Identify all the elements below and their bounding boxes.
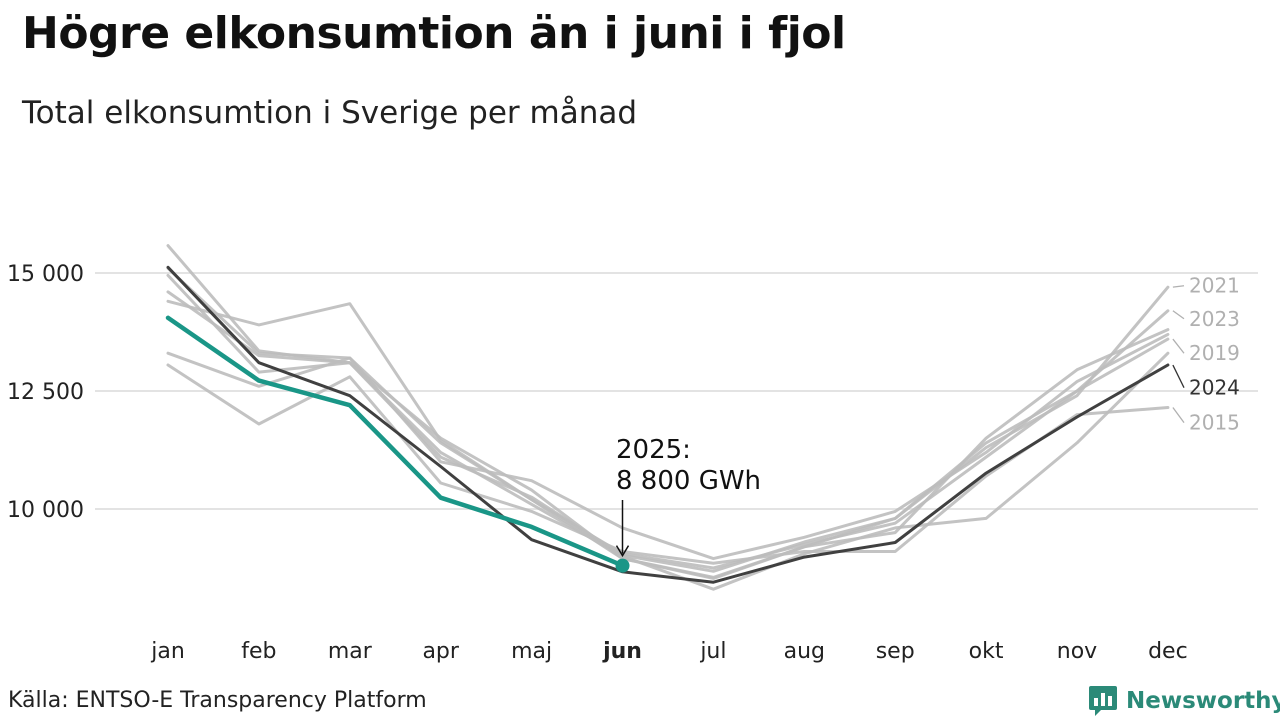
y-tick-label: 10 000	[7, 498, 84, 523]
series-line-2024	[166, 265, 1170, 584]
leader-line	[1172, 285, 1185, 288]
series-line-year	[166, 332, 1170, 561]
x-tick-label: mar	[328, 639, 373, 664]
series-line-year	[166, 299, 1170, 579]
chart-subtitle: Total elkonsumtion i Sverige per månad	[22, 95, 638, 131]
y-tick-label: 12 500	[7, 380, 84, 405]
series-line-year	[166, 244, 1170, 591]
line-chart: 10 000 12 500 15 000 jan feb mar apr maj jun jul…	[7, 244, 1258, 664]
series-line-2025	[165, 315, 625, 568]
series-end-label: 2019	[1189, 341, 1240, 365]
brand-name: Newsworthy	[1126, 688, 1280, 714]
bar-chart-speech-bubble-icon	[1089, 686, 1117, 716]
series-end-label: 2024	[1189, 376, 1240, 400]
y-tick-label: 15 000	[7, 262, 84, 287]
x-tick-label: jan	[150, 639, 185, 664]
source-note: Källa: ENTSO-E Transparency Platform	[8, 688, 427, 713]
x-tick-label: maj	[511, 639, 552, 664]
series-line-2019	[166, 266, 1170, 570]
series-end-labels: 2021 2023 2019 2024 2015	[1172, 274, 1240, 435]
x-tick-label: apr	[422, 639, 459, 664]
series-end-label: 2015	[1189, 411, 1240, 435]
x-tick-label: dec	[1148, 639, 1188, 664]
series-lines	[165, 244, 1170, 591]
x-tick-label: aug	[784, 639, 825, 664]
x-tick-label: jun	[602, 639, 642, 664]
y-axis-ticks: 10 000 12 500 15 000	[7, 262, 84, 523]
series-end-label: 2021	[1189, 274, 1240, 298]
leader-line	[1172, 310, 1185, 320]
leader-line	[1172, 407, 1185, 424]
x-axis-ticks: jan feb mar apr maj jun jul aug sep okt nov dec	[150, 639, 1187, 664]
annotation-arrow-head	[615, 545, 630, 558]
highlight-end-point	[615, 558, 630, 573]
annotation: 2025:8 800 GWh	[615, 435, 761, 558]
x-tick-label: sep	[876, 639, 915, 664]
x-tick-label: okt	[969, 639, 1004, 664]
annotation-label: 2025:	[616, 435, 691, 465]
x-tick-label: nov	[1057, 639, 1097, 664]
chart-title: Högre elkonsumtion än i juni i fjol	[22, 8, 846, 59]
annotation-value: 8 800 GWh	[616, 466, 761, 496]
series-line-2015	[166, 363, 1170, 565]
x-tick-label: feb	[241, 639, 276, 664]
brand-logo: Newsworthy	[1088, 684, 1280, 718]
leader-line	[1172, 338, 1185, 354]
x-tick-label: jul	[699, 639, 726, 664]
leader-line	[1172, 364, 1185, 388]
series-end-label: 2023	[1189, 307, 1240, 331]
